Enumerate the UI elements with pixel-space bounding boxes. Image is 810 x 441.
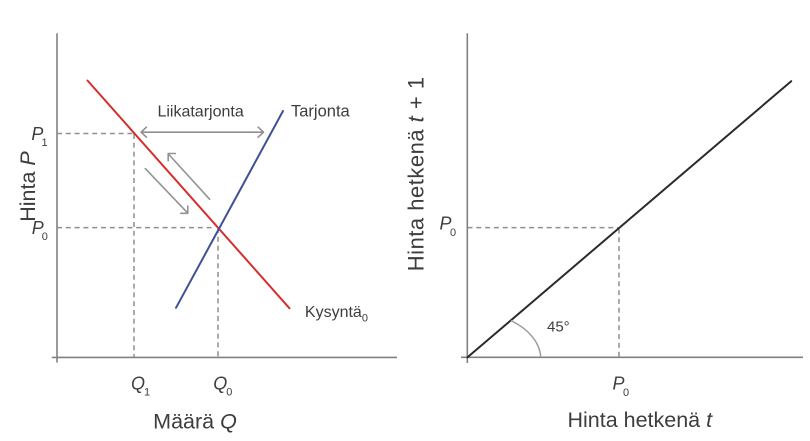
svg-text:45°: 45° [547, 319, 570, 336]
svg-text:Liikatarjonta: Liikatarjonta [157, 104, 243, 121]
svg-text:1: 1 [144, 387, 150, 399]
svg-text:Hinta hetkenä t + 1: Hinta hetkenä t + 1 [404, 76, 429, 271]
svg-text:Q: Q [213, 374, 227, 394]
svg-text:Tarjonta: Tarjonta [291, 103, 351, 121]
svg-text:0: 0 [42, 231, 48, 243]
svg-text:P: P [613, 374, 625, 394]
svg-text:0: 0 [623, 387, 629, 399]
svg-text:Kysyntä0: Kysyntä0 [305, 304, 368, 325]
svg-text:0: 0 [226, 387, 232, 399]
svg-text:P: P [440, 213, 452, 233]
svg-text:Q: Q [131, 374, 145, 394]
svg-text:Hinta hetkenä t: Hinta hetkenä t [567, 408, 713, 432]
svg-text:P: P [31, 124, 43, 144]
svg-text:P: P [32, 218, 44, 238]
svg-text:Määrä Q: Määrä Q [153, 409, 237, 433]
svg-text:Hinta P: Hinta P [16, 151, 40, 222]
svg-text:0: 0 [450, 227, 456, 239]
svg-text:1: 1 [42, 137, 48, 149]
